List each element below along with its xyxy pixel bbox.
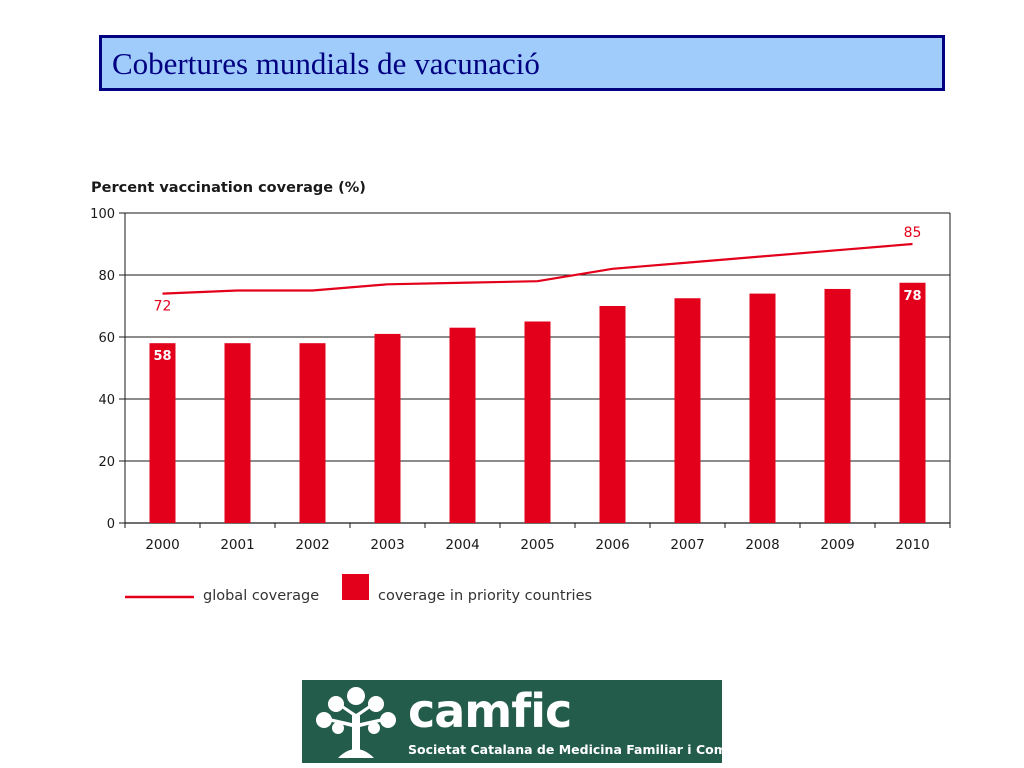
bar-2003 bbox=[374, 333, 401, 523]
legend-bar-label: coverage in priority countries bbox=[378, 588, 592, 604]
bar-2004 bbox=[449, 327, 476, 523]
bar-data-label: 58 bbox=[153, 349, 171, 364]
y-tick-label: 0 bbox=[107, 517, 115, 532]
x-tick-label: 2009 bbox=[820, 537, 854, 553]
x-tick-label: 2006 bbox=[595, 537, 629, 553]
x-tick-label: 2002 bbox=[295, 537, 329, 553]
x-tick-label: 2007 bbox=[670, 537, 704, 553]
x-tick-label: 2004 bbox=[445, 537, 479, 553]
logo-name: camfic bbox=[408, 684, 572, 738]
x-tick-label: 2000 bbox=[145, 537, 179, 553]
x-tick-label: 2001 bbox=[220, 537, 254, 553]
y-tick-label: 80 bbox=[98, 269, 115, 284]
camfic-tree-icon bbox=[316, 687, 396, 758]
chart-title: Percent vaccination coverage (%) bbox=[91, 180, 366, 196]
line-data-label: 72 bbox=[154, 299, 172, 315]
coverage-chart: Percent vaccination coverage (%) 0 20 40 60 8… bbox=[90, 180, 951, 604]
bar-2005 bbox=[524, 321, 551, 523]
y-tick-label: 20 bbox=[98, 455, 115, 470]
logo-subtitle: Societat Catalana de Medicina Familiar i… bbox=[408, 742, 722, 757]
bar-data-label: 78 bbox=[903, 289, 921, 304]
x-tick-label: 2008 bbox=[745, 537, 779, 553]
y-tick-label: 40 bbox=[98, 393, 115, 408]
bar-2010 bbox=[899, 282, 926, 523]
bar-2002 bbox=[299, 343, 326, 523]
bar-2008 bbox=[749, 293, 776, 523]
y-tick-label: 60 bbox=[98, 331, 115, 346]
bar-2001 bbox=[224, 343, 251, 523]
x-tick-label: 2003 bbox=[370, 537, 404, 553]
camfic-logo: camfic Societat Catalana de Medicina Fam… bbox=[302, 680, 722, 763]
bar-2007 bbox=[674, 298, 701, 523]
bar-2006 bbox=[599, 306, 626, 523]
slide-title: Cobertures mundials de vacunació bbox=[112, 46, 540, 81]
bar-2000 bbox=[149, 343, 176, 523]
slide-title-box: Cobertures mundials de vacunació bbox=[99, 35, 945, 91]
x-tick-label: 2005 bbox=[520, 537, 554, 553]
legend-bar-swatch bbox=[342, 574, 369, 600]
line-data-label: 85 bbox=[904, 225, 922, 241]
legend-line-label: global coverage bbox=[203, 588, 319, 604]
x-tick-label: 2010 bbox=[895, 537, 929, 553]
bar-2009 bbox=[824, 288, 851, 523]
y-tick-label: 100 bbox=[90, 207, 115, 222]
global-coverage-line bbox=[162, 242, 913, 295]
